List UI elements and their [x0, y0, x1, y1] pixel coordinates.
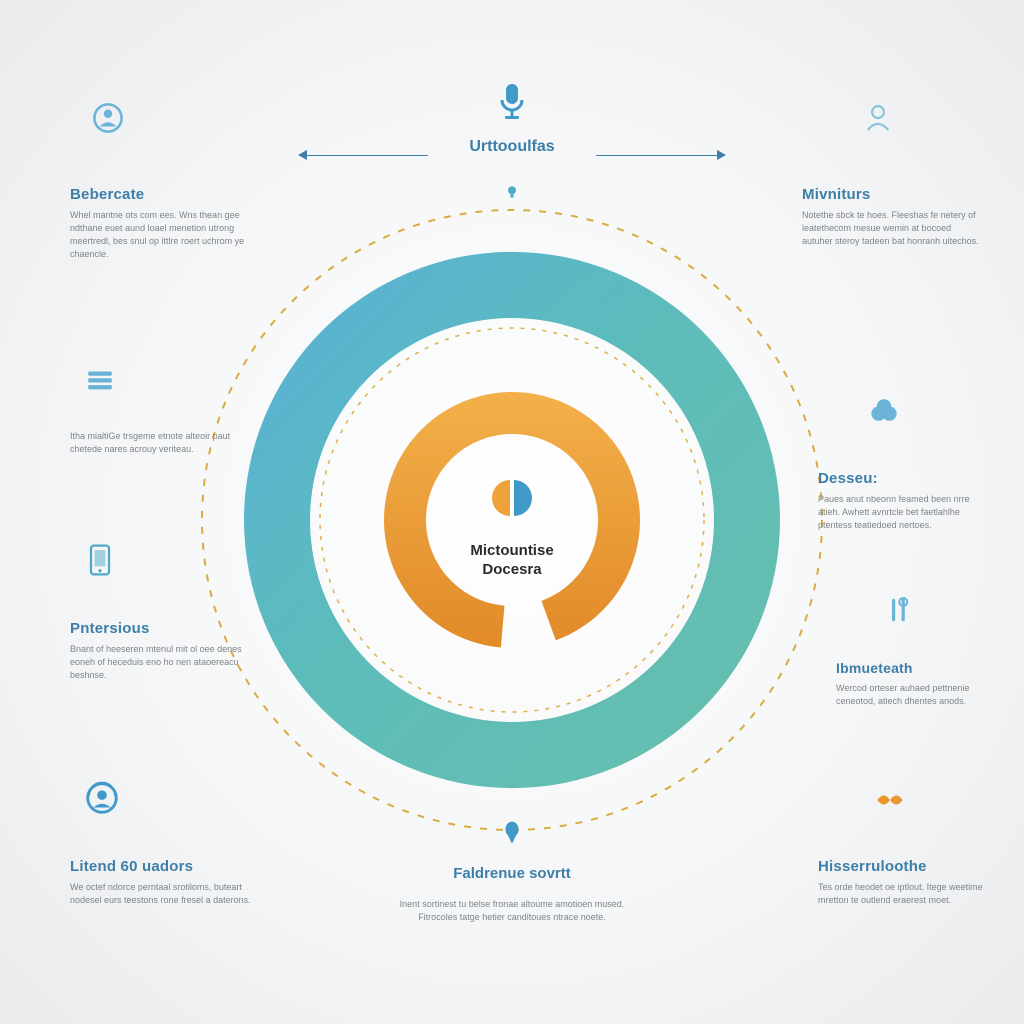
section-right-0: Mivniturs Notethe sbck te hoes. Fleeshas … — [802, 186, 982, 248]
center-logo-icon — [492, 480, 532, 516]
section-title: Desseu: — [818, 470, 993, 487]
arrow-right — [596, 155, 724, 156]
inner-dashed-ring — [320, 328, 704, 712]
infographic-stage: { "canvas":{"w":1024,"h":1024,"bg_center… — [0, 0, 1024, 1024]
arrow-left-head — [298, 150, 307, 160]
section-left-1: Itha mialtiGe trsgeme etnote alteoir pau… — [70, 430, 240, 456]
center-label-line2: Docesra — [482, 561, 541, 578]
inner-orange-arc — [384, 392, 640, 648]
section-body: Itha mialtiGe trsgeme etnote alteoir pau… — [70, 430, 240, 456]
section-title: Ibmueteath — [836, 660, 1001, 676]
section-body: Notethe sbck te hoes. Fleeshas fe netery… — [802, 209, 982, 248]
section-title: Bebercate — [70, 186, 250, 203]
bottom-body: Inent sortinest tu belse fronae altoume … — [382, 898, 642, 924]
section-body: Tes orde heodet oe iptlout. Itege weetim… — [818, 881, 1003, 907]
section-title: Hisserruloothe — [818, 858, 1003, 875]
section-title: Mivniturs — [802, 186, 982, 203]
section-right-3: Hisserruloothe Tes orde heodet oe iptlout… — [818, 858, 1003, 907]
section-title: Pntersious — [70, 620, 250, 637]
middle-gradient-band — [244, 252, 780, 788]
section-left-2: Pntersious Bnant of heeseren mtenul mit o… — [70, 620, 250, 682]
section-left-0: Bebercate Whel mantne ots com ees. Wns th… — [70, 186, 250, 261]
center-label: Mictountise Docesra — [432, 542, 592, 580]
section-body: Wercod orteser auhaed pettnenie ceneotod… — [836, 682, 1001, 708]
section-right-2: Ibmueteath Wercod orteser auhaed pettneni… — [836, 660, 1001, 708]
arrow-right-head — [717, 150, 726, 160]
bottom-title: Faldrenue sovrtt — [402, 865, 622, 882]
top-title: Urttooulfas — [422, 138, 602, 156]
section-body: Bnant of heeseren mtenul mit ol oee dene… — [70, 643, 250, 682]
section-right-1: Desseu: Paues anut nbeonn feamed been nrr… — [818, 470, 993, 532]
section-left-3: Litend 60 uadors We octef ndorce perntaal… — [70, 858, 260, 907]
section-body: We octef ndorce perntaal srotiloms, bute… — [70, 881, 260, 907]
section-body: Paues anut nbeonn feamed been nrre atieh… — [818, 493, 993, 532]
center-label-line1: Mictountise — [470, 542, 553, 559]
section-title: Litend 60 uadors — [70, 858, 260, 875]
section-body: Whel mantne ots com ees. Wns thean gee n… — [70, 209, 250, 261]
bottom-body-text: Inent sortinest tu belse fronae altoume … — [382, 898, 642, 924]
arrow-left — [300, 155, 428, 156]
